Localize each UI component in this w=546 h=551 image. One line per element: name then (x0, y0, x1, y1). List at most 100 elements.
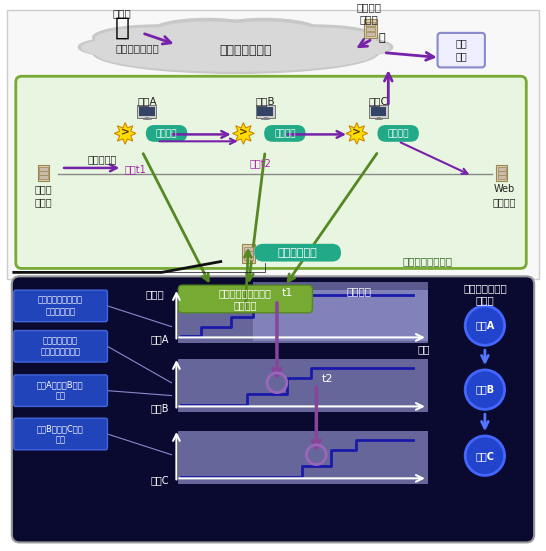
Circle shape (465, 436, 505, 476)
FancyBboxPatch shape (14, 375, 108, 407)
FancyBboxPatch shape (12, 276, 534, 542)
Bar (139, 107, 155, 116)
Text: センサー: センサー (388, 129, 409, 138)
FancyBboxPatch shape (16, 76, 526, 268)
Polygon shape (233, 122, 254, 144)
Ellipse shape (250, 28, 376, 50)
Text: 不審端末: 不審端末 (346, 286, 371, 296)
Bar (366, 31, 376, 36)
Bar (369, 105, 388, 118)
Ellipse shape (306, 39, 389, 56)
Text: 端末B: 端末B (476, 385, 495, 395)
FancyBboxPatch shape (146, 125, 187, 142)
Text: 端末A: 端末A (475, 321, 495, 331)
Ellipse shape (96, 28, 222, 50)
Text: 時刻t2: 時刻t2 (250, 158, 271, 168)
Text: 端末C: 端末C (369, 96, 388, 106)
Text: 分析サーバー: 分析サーバー (278, 247, 318, 258)
Text: >: > (121, 127, 129, 137)
Bar (257, 107, 273, 116)
FancyBboxPatch shape (179, 285, 312, 313)
Bar (179, 359, 428, 412)
Text: >: > (239, 127, 248, 137)
Bar (145, 117, 149, 118)
Text: t2: t2 (321, 374, 333, 384)
Bar (7, 10, 539, 279)
Bar (179, 290, 428, 343)
Text: インターネット: インターネット (219, 44, 272, 57)
Ellipse shape (250, 25, 378, 50)
Circle shape (465, 370, 505, 409)
Bar (264, 117, 266, 118)
Text: 攻撃経路を示す
グラフ: 攻撃経路を示す グラフ (463, 283, 507, 305)
Bar (366, 22, 376, 26)
Bar (244, 256, 253, 261)
Bar (179, 431, 428, 484)
Text: センサー: センサー (156, 129, 177, 138)
Text: 侵入・拡散活動: 侵入・拡散活動 (115, 42, 159, 53)
FancyBboxPatch shape (14, 331, 108, 362)
Bar (39, 171, 48, 175)
Text: t1: t1 (282, 288, 293, 298)
Bar (253, 282, 428, 342)
Text: >: > (352, 127, 361, 137)
Bar (371, 107, 387, 116)
FancyBboxPatch shape (437, 33, 485, 67)
FancyBboxPatch shape (14, 290, 108, 322)
Text: 普段アクセスしない
端末への通信: 普段アクセスしない 端末への通信 (38, 296, 82, 316)
Polygon shape (346, 122, 367, 144)
Bar (143, 118, 151, 119)
Polygon shape (114, 122, 136, 144)
Ellipse shape (93, 32, 378, 73)
FancyBboxPatch shape (377, 125, 419, 142)
Text: 情報収集
サーバ: 情報収集 サーバ (356, 2, 381, 24)
Bar (39, 175, 48, 179)
FancyBboxPatch shape (254, 244, 341, 262)
Text: メール
サーバ: メール サーバ (34, 185, 52, 207)
Ellipse shape (81, 39, 165, 56)
Text: 機密
情報: 機密 情報 (455, 39, 467, 61)
Ellipse shape (150, 19, 264, 45)
Ellipse shape (79, 38, 164, 56)
Bar (244, 251, 253, 256)
Text: 端末Bと端末Cの、
関係: 端末Bと端末Cの、 関係 (37, 424, 84, 444)
Bar (179, 431, 428, 484)
Text: 時刻t1: 時刻t1 (124, 164, 146, 174)
Text: 端末B: 端末B (150, 403, 169, 413)
FancyBboxPatch shape (264, 125, 306, 142)
Bar (377, 117, 380, 118)
Ellipse shape (207, 22, 319, 46)
Ellipse shape (152, 22, 264, 46)
Bar (242, 244, 254, 262)
Bar (364, 19, 377, 38)
Text: 時間: 時間 (418, 344, 430, 354)
Text: 🧍: 🧍 (115, 16, 130, 40)
Bar (256, 105, 275, 118)
Bar (496, 165, 507, 181)
Circle shape (465, 306, 505, 345)
Bar (179, 290, 428, 343)
FancyBboxPatch shape (14, 418, 108, 450)
Text: 不審度: 不審度 (145, 289, 164, 299)
Ellipse shape (307, 38, 393, 56)
Text: センサーが特定した
不審動作: センサーが特定した 不審動作 (219, 288, 272, 310)
Text: 🌐: 🌐 (378, 33, 385, 43)
Bar (137, 105, 157, 118)
Bar (38, 165, 49, 181)
Text: 端末Aと端末Bの、
関係: 端末Aと端末Bの、 関係 (37, 381, 84, 401)
Ellipse shape (96, 34, 376, 71)
Bar (497, 171, 506, 175)
Text: 普段利用しない
プログラムの起動: 普段利用しない プログラムの起動 (40, 336, 80, 356)
Text: 社内ネットワーク: 社内ネットワーク (403, 257, 453, 267)
Text: 端末A: 端末A (150, 334, 169, 344)
Bar (179, 359, 428, 412)
Text: 攻撃者: 攻撃者 (113, 8, 132, 18)
Ellipse shape (93, 25, 221, 50)
Text: 端末A: 端末A (137, 96, 157, 106)
Text: センサー: センサー (274, 129, 295, 138)
Text: 端末C: 端末C (150, 476, 169, 485)
Ellipse shape (207, 19, 321, 45)
Text: マルウェア: マルウェア (88, 154, 117, 164)
Text: Web
プロクシ: Web プロクシ (493, 185, 517, 207)
Bar (39, 167, 48, 171)
